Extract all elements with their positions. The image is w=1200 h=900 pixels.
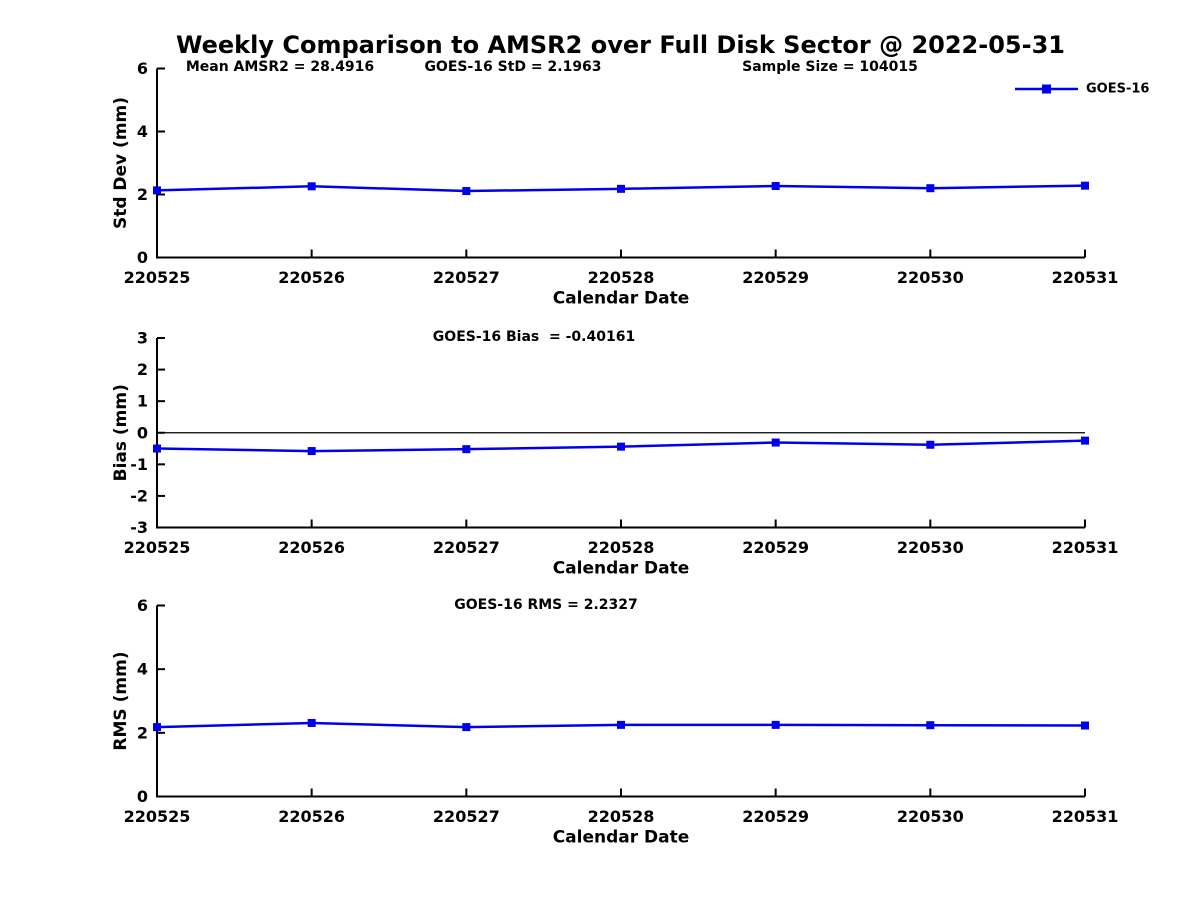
annotation-text: Sample Size = 104015 (742, 59, 918, 75)
x-tick-label: 220530 (897, 807, 964, 826)
data-point-marker (462, 445, 471, 454)
y-tick-label: 1 (137, 392, 148, 411)
charts-group: 0 2 4 6 220525 220526 220527 220528 220529 220530… (111, 59, 1149, 848)
x-tick-label: 220531 (1052, 807, 1119, 826)
x-tick-label: 220527 (433, 268, 500, 287)
x-tick-label: 220525 (124, 268, 191, 287)
data-point-marker (1081, 436, 1089, 445)
data-point-marker (926, 440, 935, 449)
bias-panel: -3 -2 -1 0 1 2 3 220525 220526 220527 220528 220529… (111, 329, 1118, 579)
data-point-marker (153, 186, 161, 195)
y-tick-label: 2 (137, 185, 148, 204)
data-point-marker (307, 447, 316, 456)
axis-line (156, 68, 1085, 259)
y-tick-label: 3 (137, 329, 148, 348)
data-point-marker (771, 720, 780, 729)
y-tick-label: -2 (130, 486, 148, 505)
annotation-text: GOES-16 RMS = 2.2327 (454, 597, 638, 613)
y-tick-label: 0 (137, 423, 148, 442)
data-point-marker (617, 442, 625, 451)
x-tick-label: 220528 (588, 268, 655, 287)
data-point-marker (153, 444, 161, 453)
data-point-marker (617, 720, 625, 729)
std-dev-panel: 0 2 4 6 220525 220526 220527 220528 220529 220530… (111, 59, 1149, 309)
y-tick-label: -3 (130, 518, 148, 537)
x-tick-label: 220526 (278, 807, 345, 826)
x-axis-label: Calendar Date (553, 289, 690, 309)
x-tick-label: 220529 (742, 807, 809, 826)
legend-label: GOES-16 (1086, 82, 1149, 97)
y-tick-label: 6 (137, 596, 148, 615)
y-tick-label: 4 (137, 660, 148, 679)
data-point-marker (1081, 721, 1089, 730)
figure-title: Weekly Comparison to AMSR2 over Full Dis… (176, 31, 1065, 59)
data-point-marker (307, 718, 316, 727)
x-tick-label: 220528 (588, 538, 655, 557)
x-tick-label: 220526 (278, 268, 345, 287)
annotation-text: GOES-16 StD = 2.1963 (424, 59, 601, 75)
x-tick-label: 220525 (124, 538, 191, 557)
axis-line (156, 605, 1085, 798)
data-point-marker (153, 723, 161, 732)
x-tick-label: 220525 (124, 807, 191, 826)
y-axis-label: RMS (mm) (111, 651, 131, 750)
data-point-marker (926, 184, 935, 193)
y-tick-label: 2 (137, 360, 148, 379)
x-axis-label: Calendar Date (553, 559, 690, 579)
data-point-marker (771, 438, 780, 447)
data-point-marker (462, 723, 471, 732)
y-tick-label: 0 (137, 787, 148, 806)
y-tick-label: -1 (130, 455, 148, 474)
y-axis-label: Bias (mm) (111, 384, 131, 481)
annotation-text: Mean AMSR2 = 28.4916 (186, 59, 374, 75)
y-tick-label: 6 (137, 59, 148, 78)
x-tick-label: 220527 (433, 538, 500, 557)
data-point-marker (926, 721, 935, 730)
annotation-text: GOES-16 Bias = -0.40161 (433, 329, 635, 345)
y-tick-label: 0 (137, 248, 148, 267)
x-tick-label: 220530 (897, 538, 964, 557)
x-tick-label: 220530 (897, 268, 964, 287)
x-tick-label: 220527 (433, 807, 500, 826)
x-tick-label: 220529 (742, 268, 809, 287)
x-tick-label: 220531 (1052, 268, 1119, 287)
rms-panel: 0 2 4 6 220525 220526 220527 220528 220529 220530… (111, 596, 1118, 848)
x-tick-label: 220529 (742, 538, 809, 557)
y-axis-label: Std Dev (mm) (111, 97, 131, 229)
data-point-marker (462, 187, 471, 196)
x-axis-label: Calendar Date (553, 828, 690, 848)
x-tick-label: 220531 (1052, 538, 1119, 557)
legend-marker (1042, 84, 1051, 94)
y-tick-label: 2 (137, 723, 148, 742)
y-tick-label: 4 (137, 122, 148, 141)
data-point-marker (1081, 181, 1089, 190)
data-point-marker (617, 184, 625, 193)
data-point-marker (771, 181, 780, 190)
x-tick-label: 220528 (588, 807, 655, 826)
x-tick-label: 220526 (278, 538, 345, 557)
data-point-marker (307, 182, 316, 191)
